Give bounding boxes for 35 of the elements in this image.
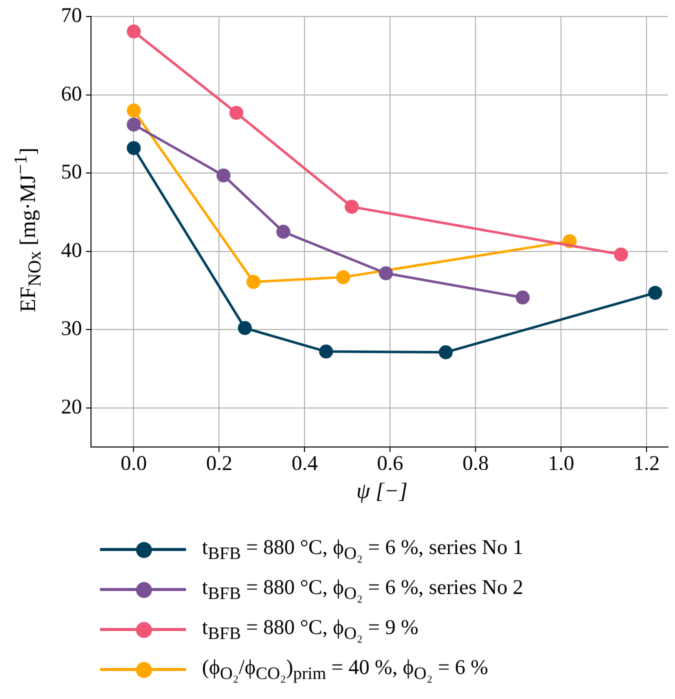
point — [238, 321, 252, 336]
point — [229, 106, 244, 120]
point — [126, 104, 141, 118]
point — [276, 224, 290, 239]
legend-label: t$_{BFB}$ = 880 °C, ϕ$_{O₂}$ = 6 %, series No 2 — [202, 575, 524, 605]
point — [614, 247, 628, 262]
y-tick-label: 70 — [61, 3, 82, 28]
x-tick-label: 1.2 — [634, 451, 660, 476]
point — [648, 286, 662, 300]
x-tick-label: 0.6 — [377, 451, 404, 476]
point — [438, 345, 453, 360]
x-tick-label: 0.8 — [462, 451, 489, 476]
point — [246, 274, 260, 289]
y-tick-label: 60 — [61, 81, 82, 106]
point — [344, 200, 359, 214]
y-tick-label: 20 — [61, 394, 82, 418]
y-tick-label: 30 — [61, 316, 82, 340]
point — [516, 290, 530, 305]
y-tick-label: 40 — [61, 238, 82, 262]
point — [336, 270, 350, 284]
x-tick-label: 0.0 — [120, 451, 147, 476]
x-tick-label: 0.4 — [292, 451, 318, 476]
point — [216, 168, 230, 182]
x-tick-label: 1.0 — [548, 451, 574, 476]
point — [319, 344, 334, 359]
point — [126, 141, 141, 156]
text: (ϕ$_{O₂}$/ϕ$_{CO₂}$)$_{prim}$ = 40 %, ϕ$_{O₂}$ = 6 % — [202, 655, 488, 684]
x-axis-title: ψ [−] — [356, 478, 408, 504]
point — [126, 24, 141, 38]
point — [378, 266, 393, 280]
y-tick-label: 50 — [61, 160, 82, 184]
legend-label: t$_{BFB}$ = 880 °C, ϕ$_{O₂}$ = 9 % — [202, 615, 418, 645]
x-tick-label: 0.2 — [206, 451, 232, 476]
legend-label: t$_{BFB}$ = 880 °C, ϕ$_{O₂}$ = 6 %, series No 1 — [202, 535, 524, 565]
point — [126, 118, 141, 132]
